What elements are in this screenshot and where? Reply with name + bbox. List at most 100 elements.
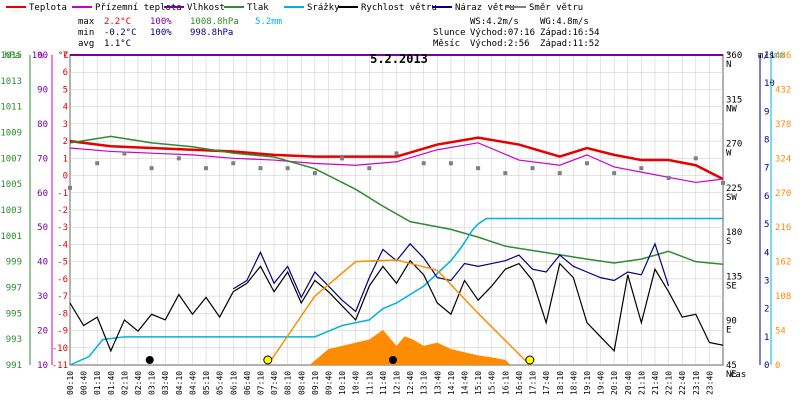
x-tick-label: 22:40 [678, 371, 687, 395]
stats-min-pres: 998.8hPa [190, 28, 233, 38]
direction-tick: 360 [726, 51, 742, 61]
rain-rate-tick: 432 [775, 85, 791, 95]
humidity-tick: 40 [37, 258, 48, 268]
grid [69, 54, 724, 366]
x-tick-label: 20:40 [624, 371, 633, 395]
pressure-tick: 1003 [0, 206, 22, 216]
wind-direction-point [666, 176, 671, 181]
moon-label: Měsíc [433, 39, 460, 49]
wind-direction-point [693, 156, 698, 161]
legend-label: Srážky [307, 3, 340, 13]
x-tick-label: 11:40 [379, 371, 388, 395]
temp-tick: 2 [63, 137, 68, 147]
direction-compass-label: NW [726, 104, 737, 114]
humidity-axis-unit: % [38, 51, 44, 61]
x-tick-label: 14:40 [461, 371, 470, 395]
x-tick-label: 07:10 [256, 371, 265, 395]
chart-title: 5.2.2013 [370, 52, 428, 66]
x-tick-label: 23:40 [705, 371, 714, 395]
rain-rate-tick: 270 [775, 189, 791, 199]
x-tick-label: 09:10 [311, 371, 320, 395]
x-tick-label: 19:40 [597, 371, 606, 395]
x-tick-label: 12:10 [393, 371, 402, 395]
wind-direction-point [557, 171, 562, 176]
wind-tick: 11 [764, 51, 775, 61]
wind-tick: 4 [764, 248, 769, 258]
wind-direction-point [231, 161, 236, 166]
wind-direction-point [503, 171, 508, 176]
wind-direction-point [204, 166, 209, 171]
temp-tick: -1 [57, 189, 68, 199]
stats-max-label: max [78, 17, 95, 27]
x-tick-label: 16:40 [515, 371, 524, 395]
x-tick-label: 15:10 [474, 371, 483, 395]
stats-min-temp: -0.2°C [104, 28, 137, 38]
wind-direction-point [122, 151, 127, 156]
rain-rate-tick: 108 [775, 292, 791, 302]
sun-label: Slunce [433, 28, 466, 38]
stats-max-rain: 5.2mm [255, 17, 282, 27]
wind-tick: 10 [764, 79, 775, 89]
sunset-marker [525, 355, 535, 365]
stats-min-hum: 100% [150, 28, 172, 38]
direction-tick: 225 [726, 184, 742, 194]
stats-avg-label: avg [78, 39, 94, 49]
pressure-tick: 1015 [0, 51, 22, 61]
wind-sun-info: WS:4.2m/s WG:4.8m/s Slunce Východ:07:16 … [433, 17, 600, 49]
series-line [69, 136, 724, 181]
direction-tick: 180 [726, 228, 742, 238]
series-line [69, 259, 724, 353]
x-tick-label: 21:10 [637, 371, 646, 395]
legend-label: Náraz větru [455, 3, 515, 13]
legend-label: Přízemní teplota [95, 3, 182, 13]
sunrise-marker [263, 355, 273, 365]
temp-tick: -9 [57, 327, 68, 337]
temp-tick: 1 [63, 154, 68, 164]
x-tick-label: 12:40 [406, 371, 415, 395]
wind-direction-point [639, 166, 644, 171]
x-tick-label: 10:10 [338, 371, 347, 395]
temp-tick: 3 [63, 120, 68, 130]
sunrise-info: Východ:07:16 [470, 28, 535, 38]
rain-rate-tick: 216 [775, 223, 791, 233]
direction-compass-label: S [726, 237, 731, 247]
direction-tick: 90 [726, 317, 737, 327]
pressure-tick: 1011 [0, 103, 22, 113]
x-tick-label: 22:10 [665, 371, 674, 395]
legend-label: Teplota [29, 3, 67, 13]
direction-axis-unit: ° [726, 51, 731, 61]
wind-tick: 5 [764, 220, 769, 230]
wind-tick: 3 [764, 276, 769, 286]
pressure-tick: 999 [6, 258, 22, 268]
direction-compass-label: SE [726, 281, 737, 291]
wind-axis-unit: m/s [758, 51, 774, 61]
x-tick-label: 19:10 [583, 371, 592, 395]
series-line [69, 142, 724, 184]
temp-tick: -11 [52, 361, 68, 371]
x-tick-label: 17:10 [529, 371, 538, 395]
direction-tick: 315 [726, 95, 742, 105]
wind-tick: 6 [764, 192, 769, 202]
wind-tick: 7 [764, 164, 769, 174]
x-tick-label: 15:40 [488, 371, 497, 395]
rain-rate-tick: 162 [775, 258, 791, 268]
temp-tick: -5 [57, 258, 68, 268]
x-tick-label: 21:40 [651, 371, 660, 395]
legend-label: Směr větru [529, 3, 583, 13]
x-tick-label: 09:40 [324, 371, 333, 395]
wind-direction-point [285, 166, 290, 171]
temp-tick: -3 [57, 223, 68, 233]
wind-tick: 2 [764, 305, 769, 315]
humidity-tick: 50 [37, 223, 48, 233]
temp-tick: 4 [63, 103, 68, 113]
wind-direction-point [367, 166, 372, 171]
wind-direction-point [448, 161, 453, 166]
moonrise-marker [145, 356, 154, 364]
x-tick-label: 18:10 [556, 371, 565, 395]
temp-tick: -10 [52, 344, 68, 354]
wind-direction-point [68, 185, 72, 190]
pressure-tick: 993 [6, 335, 22, 345]
wind-direction-point [312, 171, 317, 176]
wind-tick: 9 [764, 107, 769, 117]
rain-rate-tick: 486 [775, 51, 791, 61]
